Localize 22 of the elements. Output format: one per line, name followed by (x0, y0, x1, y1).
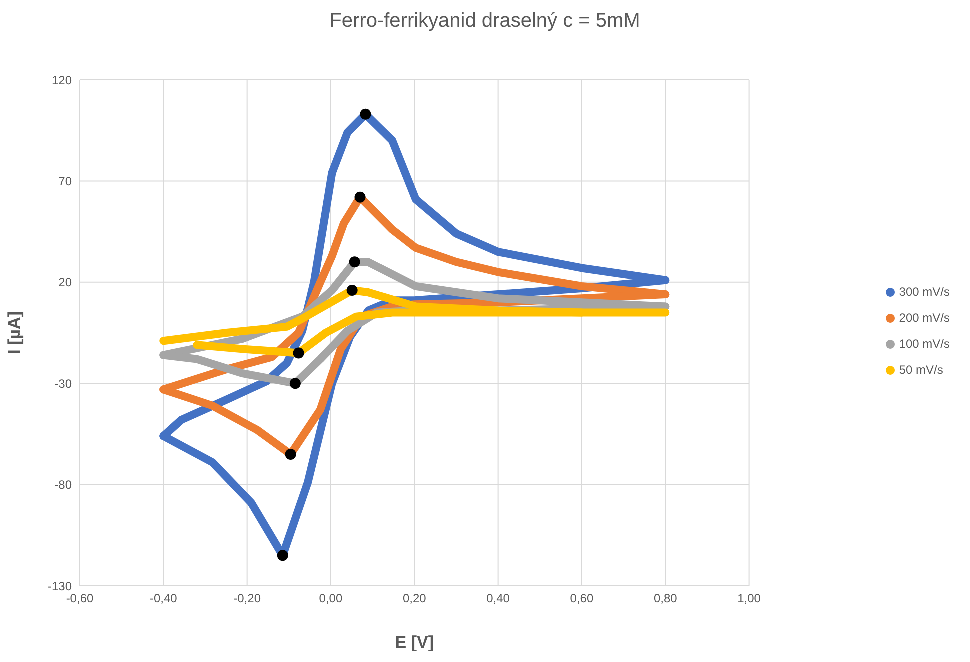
x-tick-label: -0,40 (150, 592, 178, 606)
legend-label: 300 mV/s (899, 285, 950, 299)
y-tick-label: 120 (52, 73, 72, 88)
x-tick-label: -0,20 (234, 592, 262, 606)
y-tick-label: -130 (48, 579, 72, 594)
x-tick-label: 1,00 (738, 592, 762, 606)
y-axis-title: I [µA] (5, 312, 24, 354)
legend-label: 200 mV/s (899, 311, 950, 325)
x-tick-label: 0,60 (570, 592, 594, 606)
x-tick-label: 0,20 (402, 592, 427, 606)
y-tick-label: 70 (58, 174, 72, 188)
legend-label: 50 mV/s (899, 363, 944, 377)
x-tick-label: -0,60 (66, 592, 94, 606)
x-tick-label: 0,80 (654, 592, 678, 606)
x-tick-label: 0,40 (486, 592, 510, 606)
y-tick-label: -30 (54, 376, 72, 391)
x-tick-label: 0,00 (319, 592, 343, 606)
x-axis-title: E [V] (395, 633, 434, 652)
y-tick-label: -80 (54, 478, 72, 492)
legend-label: 100 mV/s (899, 337, 950, 351)
y-tick-label: 20 (58, 276, 72, 290)
chart-title: Ferro-ferrikyanid draselný c = 5mM (328, 10, 642, 33)
